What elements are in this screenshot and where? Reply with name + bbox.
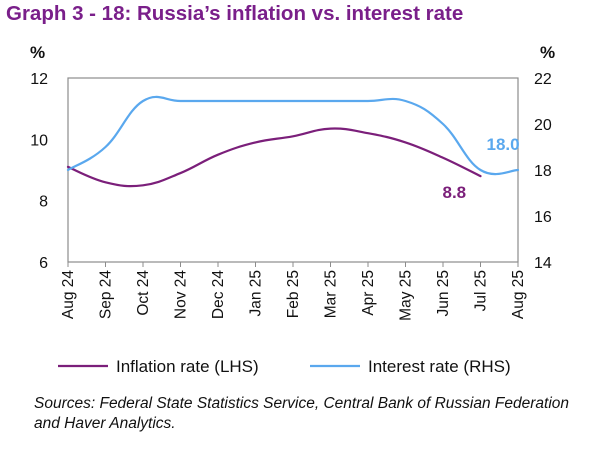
x-tick-label: Aug 25	[510, 270, 527, 319]
plot-frame	[67, 77, 519, 263]
right-tick-label: 18	[534, 163, 552, 180]
x-tick-label: Dec 24	[210, 270, 227, 319]
left-tick-label: 10	[30, 132, 48, 149]
legend: Inflation rate (LHS) Interest rate (RHS)	[58, 357, 511, 376]
x-tick-label: Sep 24	[98, 270, 115, 320]
x-tick-label: Jan 25	[248, 270, 265, 317]
right-tick-label: 16	[534, 209, 552, 226]
right-tick-label: 20	[534, 117, 552, 134]
x-tick-label: Jun 25	[435, 270, 452, 317]
series-line-0	[66, 127, 482, 188]
left-tick-label: 8	[39, 194, 48, 211]
left-tick-label: 6	[39, 255, 48, 272]
right-axis: 14 16 18 20 22%	[534, 43, 555, 272]
x-axis: Aug 24 Sep 24 Oct 24 Nov 24 Dec 24 Jan 25 Feb …	[60, 262, 527, 321]
x-tick-label: Jul 25	[473, 270, 490, 311]
right-tick-label: 22	[534, 71, 552, 88]
x-tick-label: Nov 24	[173, 270, 190, 319]
legend-label-1: Interest rate (RHS)	[368, 357, 511, 376]
series-end-label-1: 18.0	[487, 135, 520, 154]
x-tick-label: Aug 24	[60, 270, 77, 320]
x-tick-label: May 25	[398, 270, 415, 321]
right-axis-unit: %	[540, 43, 555, 62]
left-axis: 6 8 10 12%	[30, 43, 48, 272]
x-tick-label: Mar 25	[323, 270, 340, 318]
left-tick-label: 12	[30, 71, 48, 88]
series-layer: 8.8 18.0	[66, 95, 520, 202]
x-tick-label: Apr 25	[360, 270, 377, 316]
series-line-1	[66, 95, 520, 176]
x-tick-label: Oct 24	[135, 270, 152, 316]
source-note: Sources: Federal State Statistics Servic…	[34, 395, 569, 432]
left-axis-unit: %	[30, 43, 45, 62]
chart-title: Graph 3 - 18: Russia’s inflation vs. int…	[6, 2, 464, 25]
x-tick-label: Feb 25	[285, 270, 302, 318]
right-tick-label: 14	[534, 255, 552, 272]
legend-label-0: Inflation rate (LHS)	[116, 357, 259, 376]
series-end-label-0: 8.8	[443, 183, 467, 202]
